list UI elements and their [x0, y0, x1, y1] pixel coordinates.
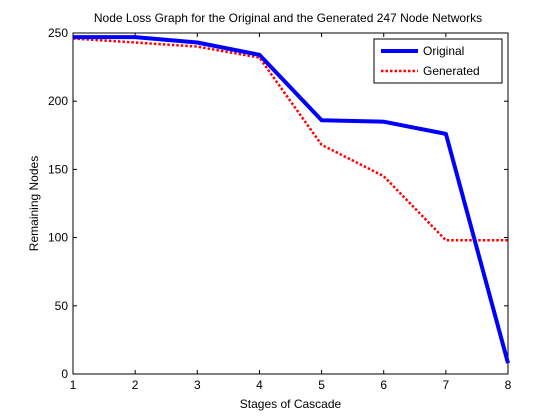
axis-ticks: 1 2 3 4 5 6 7 8 0 50 100 150 200 250 [48, 26, 512, 392]
x-axis-label: Stages of Cascade [240, 397, 342, 411]
x-tick-label: 3 [194, 378, 201, 392]
series-line-generated [72, 37, 508, 242]
y-tick-label: 50 [55, 299, 69, 313]
y-axis-label: Remaining Nodes [27, 156, 41, 251]
legend-label-generated: Generated [423, 64, 480, 78]
legend-box [373, 38, 503, 84]
x-tick-label: 4 [256, 378, 263, 392]
y-tick-label: 200 [48, 94, 68, 108]
x-tick-label: 6 [380, 378, 387, 392]
x-tick-label: 5 [318, 378, 325, 392]
legend-label-original: Original [423, 44, 464, 58]
series-line-original [73, 35, 510, 364]
y-tick-label: 150 [48, 162, 68, 176]
y-tick-label: 250 [48, 26, 68, 40]
x-tick-label: 1 [70, 378, 77, 392]
x-tick-label: 2 [132, 378, 139, 392]
chart-title: Node Loss Graph for the Original and the… [94, 11, 482, 25]
series-layer [72, 35, 510, 364]
x-tick-label: 8 [505, 378, 512, 392]
y-tick-label: 0 [61, 367, 68, 381]
x-tick-label: 7 [443, 378, 450, 392]
legend: Original Generated [373, 38, 503, 84]
y-tick-label: 100 [48, 231, 68, 245]
plot-area [72, 32, 509, 375]
